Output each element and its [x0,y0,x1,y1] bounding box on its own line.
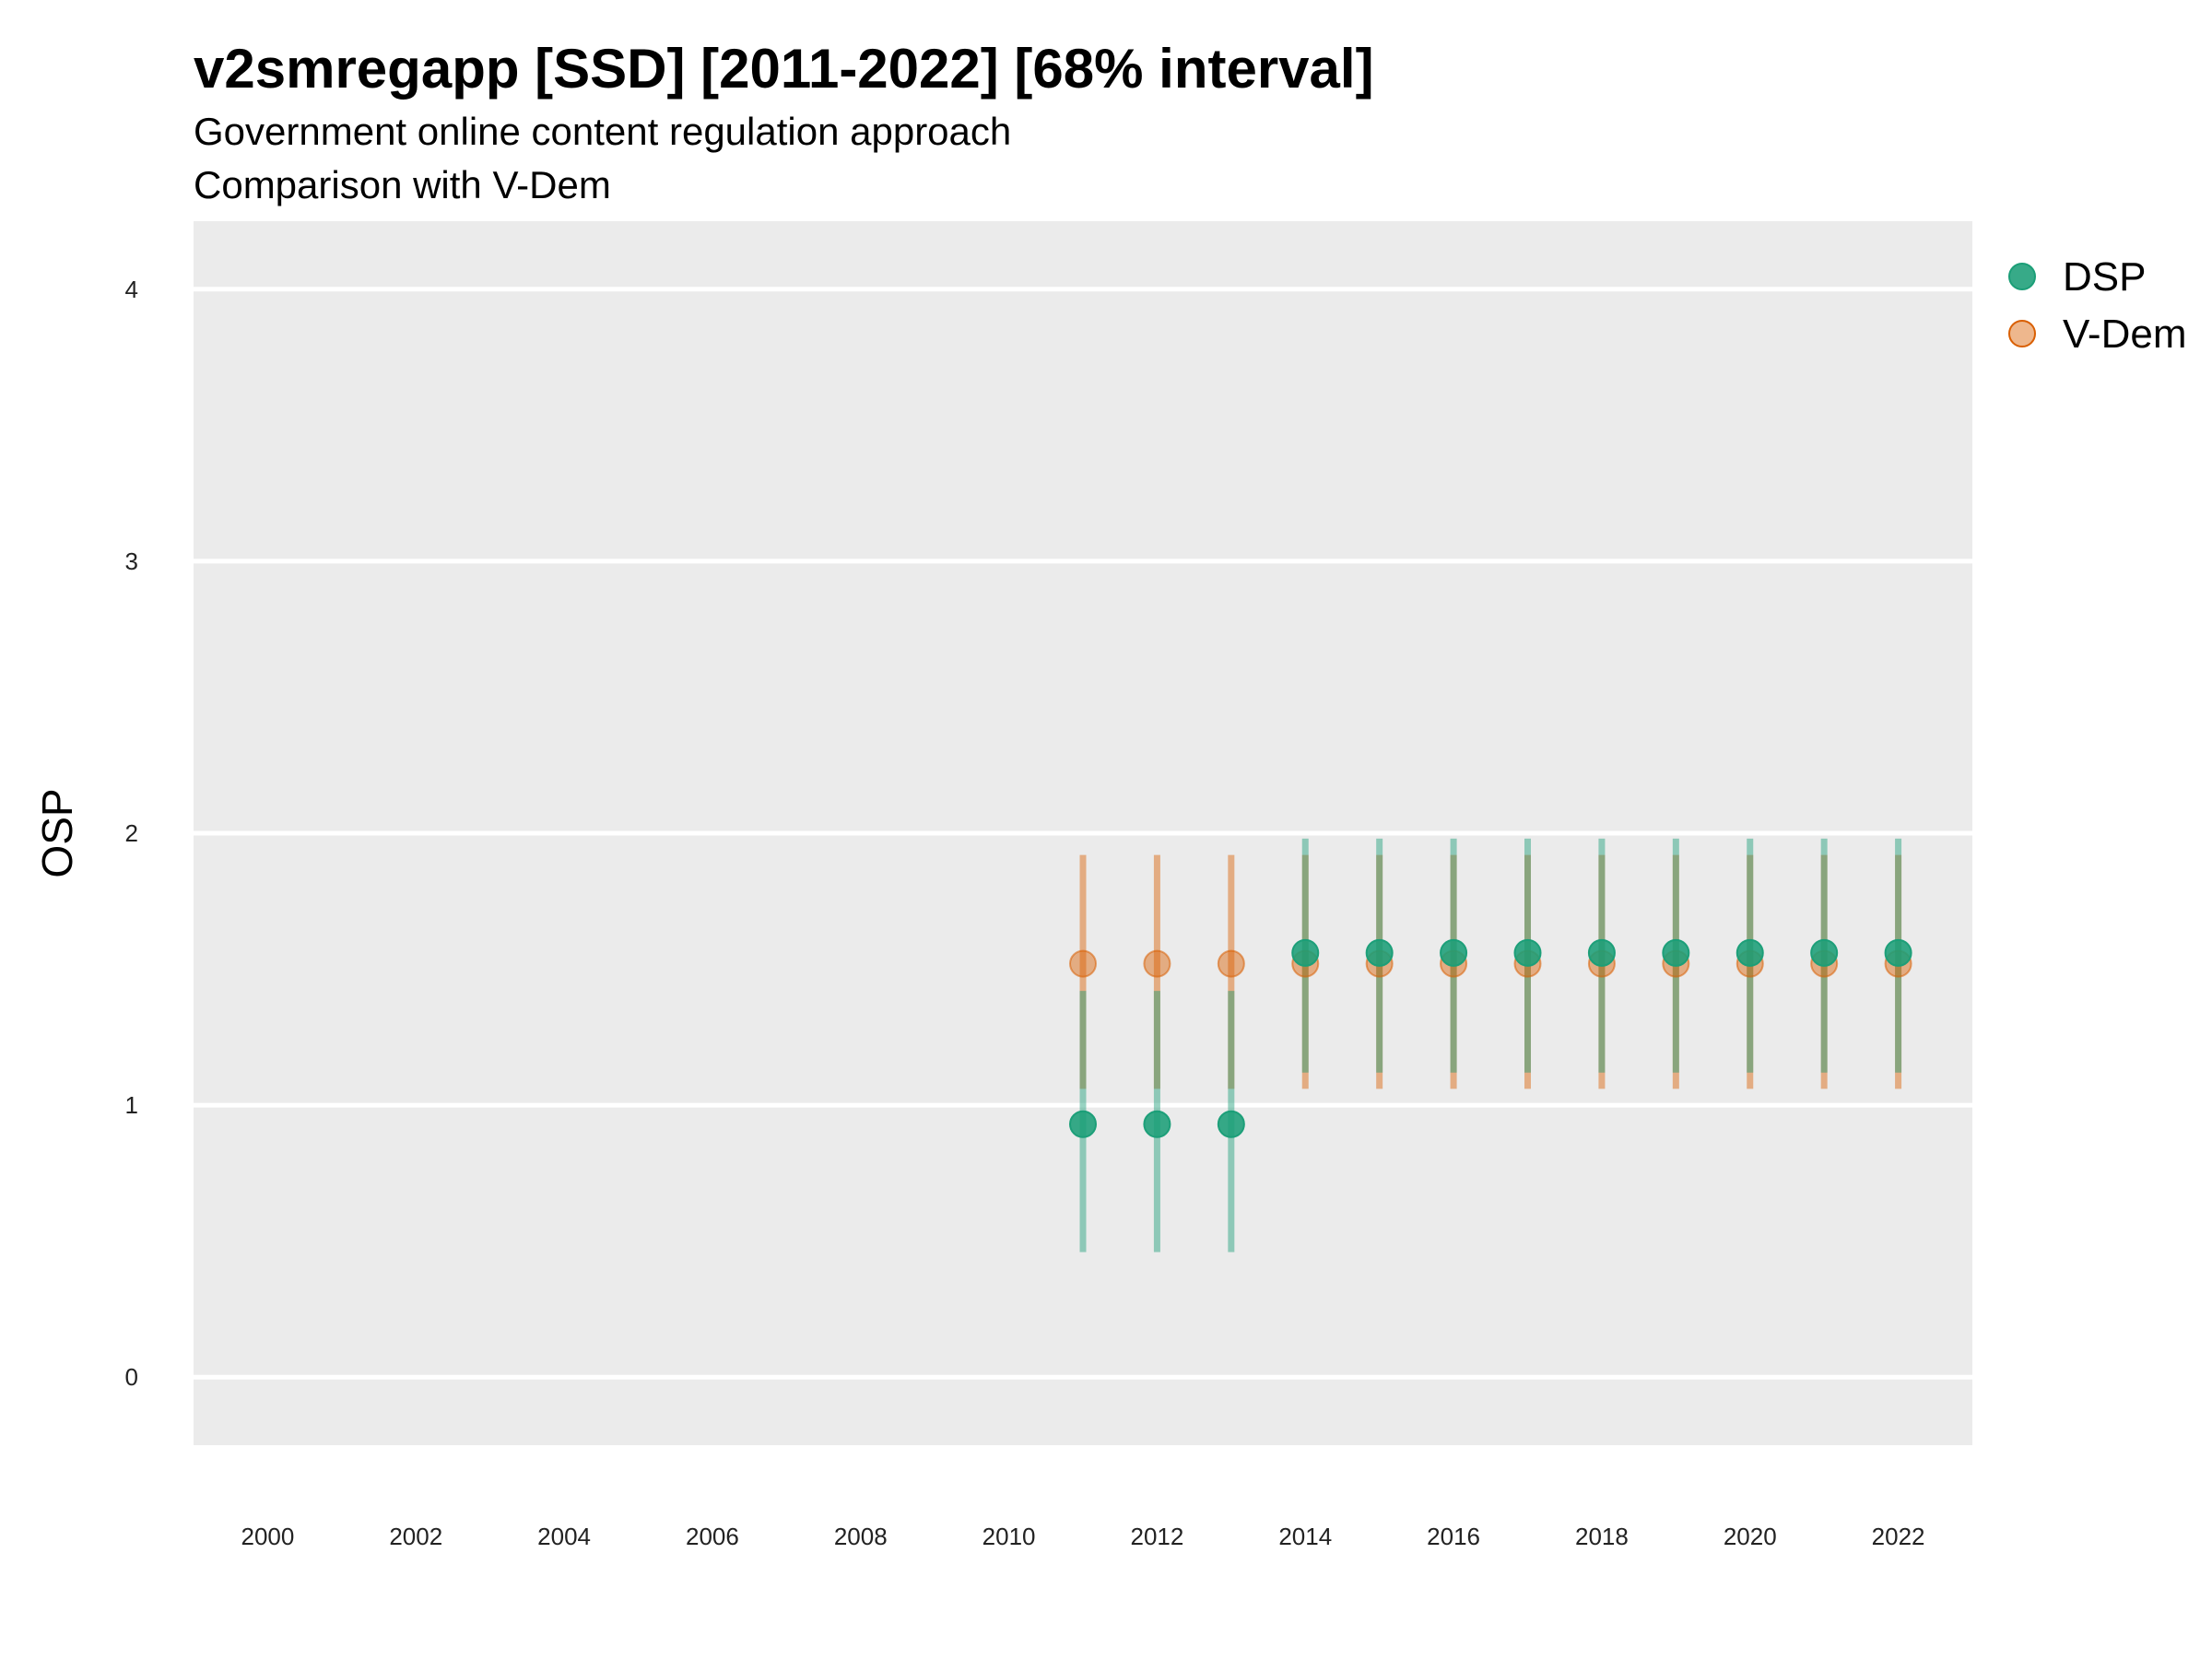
legend: DSP V-Dem [2008,254,2186,357]
x-tick-label: 2006 [686,1523,739,1550]
chart-subtitle-line-2: Comparison with V-Dem [194,163,611,206]
data-point-dsp [1217,1110,1245,1138]
x-tick-label: 2016 [1427,1523,1480,1550]
data-point-dsp [1884,938,1912,967]
data-point-v-dem [1069,949,1097,978]
y-axis-label: OSP [33,788,81,877]
y-axis-ticks: 0 1 2 3 4 [125,276,138,1391]
x-tick-label: 2010 [982,1523,1036,1550]
y-tick-label: 4 [125,276,138,303]
data-point-v-dem [1217,949,1245,978]
gridlines [194,287,1972,1380]
data-point-dsp [1365,938,1394,967]
data-point-v-dem [1143,949,1171,978]
data-point-dsp [1513,938,1542,967]
legend-label: DSP [2063,254,2146,300]
data-point-dsp [1069,1110,1097,1138]
legend-marker [2008,320,2036,347]
y-tick-label: 0 [125,1363,138,1391]
x-tick-label: 2018 [1575,1523,1629,1550]
y-tick-label: 1 [125,1091,138,1119]
x-tick-label: 2002 [389,1523,442,1550]
chart-subtitle-line-1: Government online content regulation app… [194,110,1011,153]
data-point-dsp [1810,938,1839,967]
y-tick-label: 2 [125,819,138,847]
x-tick-label: 2020 [1724,1523,1777,1550]
data-point-dsp [1143,1110,1171,1138]
data-point-dsp [1440,938,1468,967]
legend-label: V-Dem [2063,312,2186,357]
x-tick-label: 2000 [241,1523,294,1550]
x-tick-label: 2022 [1872,1523,1925,1550]
x-tick-label: 2004 [537,1523,591,1550]
x-tick-label: 2014 [1278,1523,1332,1550]
data-point-dsp [1587,938,1616,967]
data-point-dsp [1291,938,1320,967]
data-points [1069,938,1912,1138]
data-point-dsp [1735,938,1764,967]
x-tick-label: 2008 [834,1523,888,1550]
x-tick-label: 2012 [1130,1523,1183,1550]
chart-title: v2smregapp [SSD] [2011-2022] [68% interv… [194,38,1374,100]
x-axis-ticks: 2000 2002 2004 2006 2008 2010 2012 2014 2016 2018… [241,1523,1924,1550]
legend-marker [2008,263,2036,290]
y-tick-label: 3 [125,547,138,575]
data-point-dsp [1662,938,1690,967]
